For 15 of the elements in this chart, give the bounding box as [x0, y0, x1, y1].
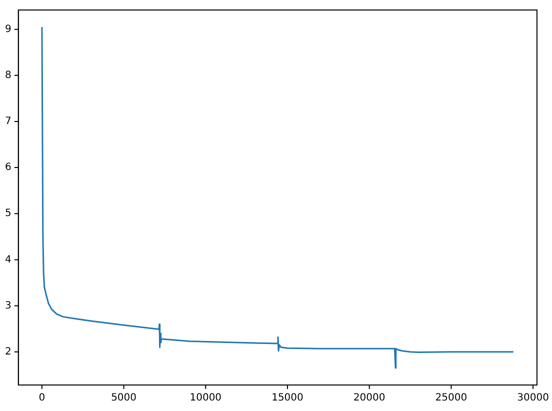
y-tick-label: 8: [4, 70, 12, 82]
x-tick-label: 0: [38, 392, 46, 404]
x-tick-label: 25000: [435, 392, 468, 404]
x-tick-label: 5000: [111, 392, 137, 404]
y-tick-label: 9: [4, 24, 12, 35]
y-tick-label: 3: [4, 300, 12, 312]
x-tick-label: 30000: [517, 392, 549, 404]
x-tick-label: 10000: [190, 392, 222, 404]
y-tick-label: 5: [4, 208, 12, 220]
y-tick-label: 6: [4, 162, 12, 174]
x-tick-label: 15000: [272, 392, 304, 404]
y-tick-label: 2: [4, 346, 12, 358]
y-tick-label: 7: [4, 116, 12, 128]
y-tick-label: 4: [4, 254, 12, 266]
x-tick-label: 20000: [353, 392, 386, 404]
